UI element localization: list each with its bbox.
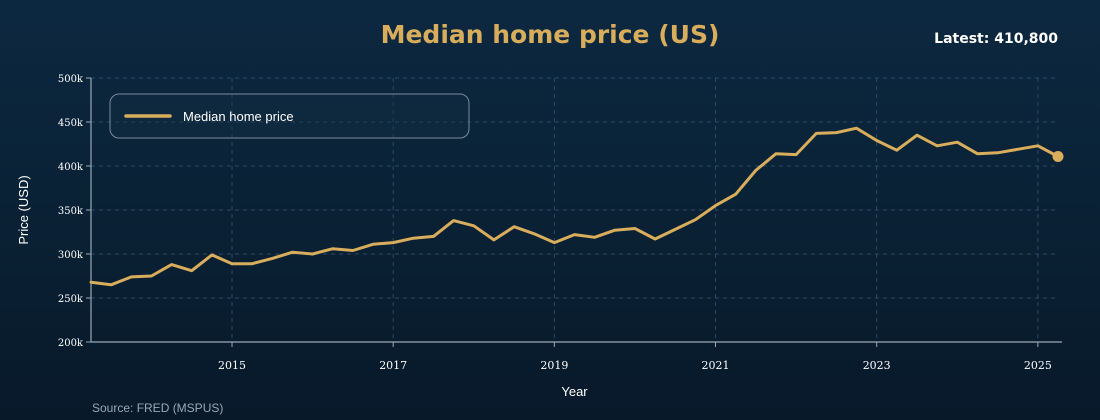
x-tick-label: 2017 bbox=[379, 359, 407, 372]
y-tick-label: 200k bbox=[58, 338, 84, 349]
data-point[interactable] bbox=[631, 224, 639, 232]
data-point[interactable] bbox=[188, 267, 196, 275]
data-point[interactable] bbox=[591, 233, 599, 241]
data-point[interactable] bbox=[973, 150, 981, 158]
data-point[interactable] bbox=[349, 246, 357, 254]
data-point[interactable] bbox=[772, 150, 780, 158]
chart-title: Median home price (US) bbox=[380, 20, 720, 49]
data-point[interactable] bbox=[248, 260, 256, 268]
latest-point-marker[interactable] bbox=[1052, 150, 1064, 162]
data-point[interactable] bbox=[853, 124, 861, 132]
data-point[interactable] bbox=[168, 261, 176, 269]
data-point[interactable] bbox=[369, 240, 377, 248]
legend-label: Median home price bbox=[183, 109, 294, 124]
y-tick-label: 300k bbox=[58, 250, 84, 261]
data-point[interactable] bbox=[309, 250, 317, 258]
data-point[interactable] bbox=[107, 281, 115, 289]
data-point[interactable] bbox=[409, 234, 417, 242]
data-point[interactable] bbox=[953, 138, 961, 146]
series-line-median-home-price[interactable] bbox=[89, 126, 1060, 287]
x-tick-label: 2019 bbox=[540, 359, 568, 372]
data-point[interactable] bbox=[994, 149, 1002, 157]
data-point[interactable] bbox=[450, 217, 458, 225]
data-point[interactable] bbox=[329, 245, 337, 253]
data-point[interactable] bbox=[429, 232, 437, 240]
data-point[interactable] bbox=[208, 251, 216, 259]
data-point[interactable] bbox=[752, 166, 760, 174]
data-point[interactable] bbox=[732, 190, 740, 198]
source-note: Source: FRED (MSPUS) bbox=[92, 401, 224, 415]
x-tick-label: 2025 bbox=[1024, 359, 1052, 372]
data-point[interactable] bbox=[913, 131, 921, 139]
data-point[interactable] bbox=[933, 142, 941, 150]
x-tick-label: 2023 bbox=[863, 359, 891, 372]
data-point[interactable] bbox=[691, 216, 699, 224]
data-point[interactable] bbox=[832, 129, 840, 137]
y-tick-label: 400k bbox=[58, 162, 84, 173]
grid-layer bbox=[91, 77, 1058, 342]
x-tick-label: 2015 bbox=[218, 359, 246, 372]
data-point[interactable] bbox=[490, 236, 498, 244]
y-axis-title: Price (USD) bbox=[16, 175, 31, 244]
y-tick-label: 450k bbox=[58, 118, 84, 129]
data-point[interactable] bbox=[550, 239, 558, 247]
data-point[interactable] bbox=[510, 223, 518, 231]
y-tick-label: 500k bbox=[58, 74, 84, 85]
data-point[interactable] bbox=[873, 136, 881, 144]
y-tick-label: 250k bbox=[58, 294, 84, 305]
data-point[interactable] bbox=[1014, 145, 1022, 153]
data-point[interactable] bbox=[651, 235, 659, 243]
data-point[interactable] bbox=[893, 146, 901, 154]
x-tick-label: 2021 bbox=[702, 359, 730, 372]
data-point[interactable] bbox=[712, 202, 720, 210]
legend-box bbox=[109, 93, 470, 139]
tick-layer: 200k 250k 300k 350k 400k 450k 500k 2015 2017 2019… bbox=[58, 74, 1052, 372]
data-point[interactable] bbox=[611, 226, 619, 234]
legend[interactable]: Median home price bbox=[109, 93, 470, 139]
data-point[interactable] bbox=[812, 129, 820, 137]
data-point[interactable] bbox=[228, 260, 236, 268]
data-point[interactable] bbox=[470, 222, 478, 230]
data-point[interactable] bbox=[792, 151, 800, 159]
data-point[interactable] bbox=[571, 231, 579, 239]
data-point[interactable] bbox=[389, 239, 397, 247]
data-point[interactable] bbox=[127, 273, 135, 281]
y-tick-label: 350k bbox=[58, 206, 84, 217]
data-point[interactable] bbox=[530, 230, 538, 238]
series-layer bbox=[87, 124, 1064, 289]
x-axis-title: Year bbox=[561, 384, 588, 399]
latest-value-label: Latest: 410,800 bbox=[934, 31, 1058, 47]
data-point[interactable] bbox=[1034, 142, 1042, 150]
data-point[interactable] bbox=[147, 272, 155, 280]
data-point[interactable] bbox=[288, 248, 296, 256]
data-point[interactable] bbox=[268, 254, 276, 262]
data-point[interactable] bbox=[87, 278, 95, 286]
data-point[interactable] bbox=[671, 225, 679, 233]
